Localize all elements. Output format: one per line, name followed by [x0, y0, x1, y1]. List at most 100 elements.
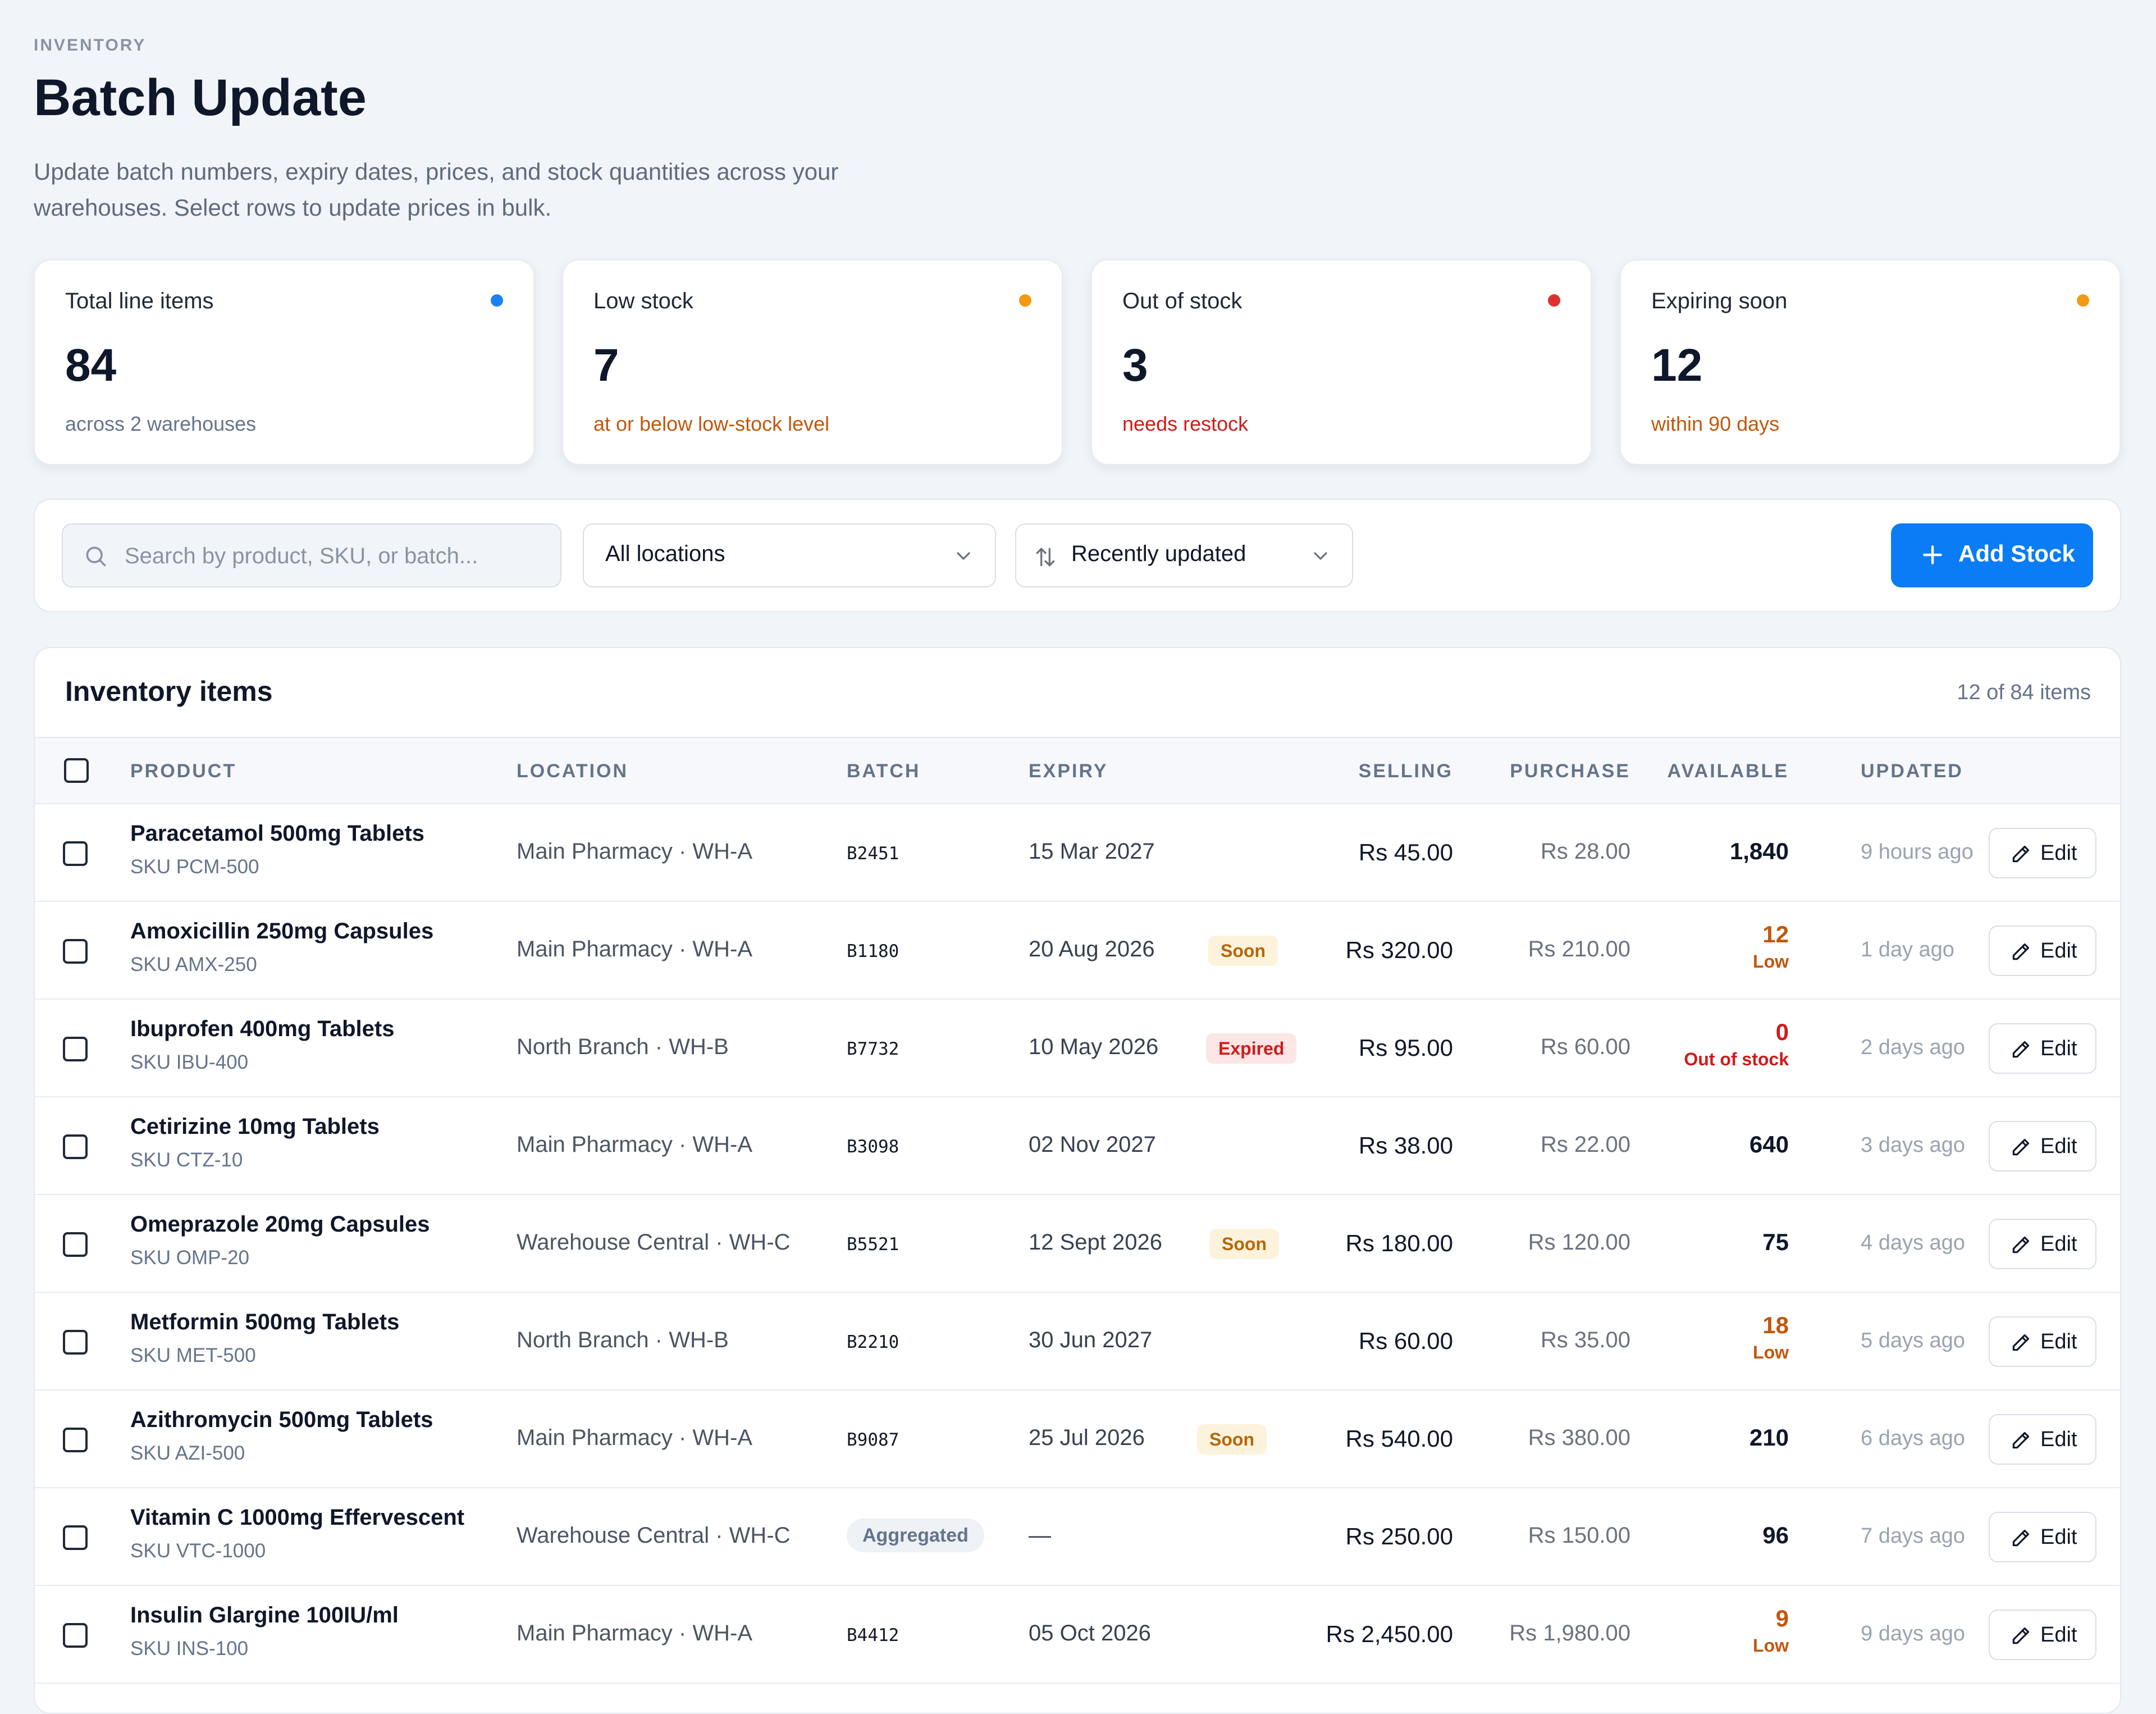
column-header-product[interactable]: PRODUCT — [130, 760, 237, 782]
edit-button[interactable]: Edit — [1989, 1414, 2096, 1465]
product-sku: SKU OMP-20 — [130, 1247, 249, 1269]
expiry-date: — — [1029, 1523, 1051, 1548]
stat-subtext: at or below low-stock level — [593, 412, 830, 435]
stock-status: Low — [1753, 951, 1789, 972]
product-sku: SKU AZI-500 — [130, 1442, 245, 1464]
row-checkbox[interactable] — [63, 1232, 88, 1257]
available-qty: 12 Low — [1753, 921, 1789, 972]
column-header-selling[interactable]: SELLING — [1358, 760, 1453, 782]
available-qty: 96 — [1762, 1522, 1789, 1549]
table-row[interactable]: Ibuprofen 400mg Tablets SKU IBU-400 Nort… — [35, 1000, 2120, 1097]
expiry-badge: Expired — [1206, 1033, 1297, 1064]
pencil-icon — [2010, 1625, 2031, 1649]
table-row[interactable]: Metformin 500mg Tablets SKU MET-500 Nort… — [35, 1293, 2120, 1391]
location: Main Pharmacy · WH-A — [517, 839, 753, 864]
status-dot — [491, 294, 503, 307]
column-header-available[interactable]: AVAILABLE — [1667, 760, 1789, 782]
available-number: 210 — [1749, 1424, 1789, 1451]
stat-card-low-stock: Low stock 7 at or below low-stock level — [562, 259, 1063, 465]
location-select[interactable]: All locations — [583, 523, 996, 587]
stock-status: Low — [1753, 1635, 1789, 1656]
location: Warehouse Central · WH-C — [517, 1230, 791, 1255]
updated-time: 1 day ago — [1861, 938, 1954, 961]
expiry-date: 30 Jun 2027 — [1029, 1328, 1153, 1352]
table-row[interactable]: Paracetamol 500mg Tablets SKU PCM-500 Ma… — [35, 804, 2120, 902]
available-qty: 75 — [1762, 1229, 1789, 1256]
search-box[interactable] — [62, 523, 561, 587]
sort-select[interactable]: Recently updated — [1015, 523, 1353, 587]
edit-button[interactable]: Edit — [1989, 1219, 2096, 1269]
edit-button[interactable]: Edit — [1989, 926, 2096, 976]
available-number: 9 — [1775, 1605, 1789, 1631]
sort-arrows-icon — [1033, 545, 1058, 572]
location: Warehouse Central · WH-C — [517, 1523, 791, 1548]
available-number: 18 — [1762, 1312, 1789, 1338]
add-stock-label: Add Stock — [1958, 540, 2075, 567]
column-header-purchase[interactable]: PURCHASE — [1510, 760, 1630, 782]
row-checkbox[interactable] — [63, 1623, 88, 1648]
pencil-icon — [2010, 844, 2031, 868]
row-checkbox[interactable] — [63, 1134, 88, 1159]
add-stock-button[interactable]: Add Stock — [1891, 523, 2093, 587]
edit-label: Edit — [2040, 841, 2077, 865]
column-header-updated[interactable]: UPDATED — [1861, 760, 1963, 782]
location: Main Pharmacy · WH-A — [517, 1621, 753, 1645]
sort-select-value: Recently updated — [1071, 541, 1246, 566]
batch-number: B1180 — [847, 941, 899, 961]
column-header-batch[interactable]: BATCH — [847, 760, 921, 782]
search-input[interactable] — [124, 525, 552, 587]
edit-button[interactable]: Edit — [1989, 1121, 2096, 1171]
edit-label: Edit — [2040, 1623, 2077, 1647]
product-name: Ibuprofen 400mg Tablets — [130, 1016, 395, 1041]
table-row[interactable]: Insulin Glargine 100IU/ml SKU INS-100 Ma… — [35, 1586, 2120, 1684]
product-sku: SKU PCM-500 — [130, 856, 259, 878]
location: North Branch · WH-B — [517, 1328, 729, 1352]
product-sku: SKU VTC-1000 — [130, 1540, 266, 1562]
column-header-expiry[interactable]: EXPIRY — [1029, 760, 1108, 782]
updated-time: 2 days ago — [1861, 1036, 1965, 1059]
purchase-price: Rs 22.00 — [1540, 1132, 1630, 1157]
row-checkbox[interactable] — [63, 1037, 88, 1061]
row-checkbox[interactable] — [63, 841, 88, 866]
row-checkbox[interactable] — [63, 939, 88, 964]
purchase-price: Rs 120.00 — [1528, 1230, 1630, 1255]
batch-number: B5521 — [847, 1234, 899, 1255]
updated-time: 9 days ago — [1861, 1622, 1965, 1645]
stat-subtext: needs restock — [1122, 412, 1249, 435]
column-header-location[interactable]: LOCATION — [517, 760, 629, 782]
available-qty: 640 — [1750, 1131, 1789, 1158]
purchase-price: Rs 35.00 — [1540, 1328, 1630, 1352]
product-sku: SKU AMX-250 — [130, 954, 257, 975]
batch-number: B4412 — [847, 1625, 899, 1645]
table-row[interactable]: Amoxicillin 250mg Capsules SKU AMX-250 M… — [35, 902, 2120, 1000]
select-all-checkbox[interactable] — [64, 758, 89, 783]
stock-status: Low — [1753, 1342, 1789, 1362]
batch-number: B2210 — [847, 1332, 899, 1352]
row-checkbox[interactable] — [63, 1525, 88, 1550]
stat-value: 3 — [1122, 340, 1148, 391]
available-qty: 0 Out of stock — [1684, 1019, 1789, 1070]
row-checkbox[interactable] — [63, 1428, 88, 1452]
expiry-date: 12 Sept 2026 — [1029, 1230, 1162, 1255]
table-row[interactable]: Omeprazole 20mg Capsules SKU OMP-20 Ware… — [35, 1195, 2120, 1293]
row-checkbox[interactable] — [63, 1330, 88, 1355]
batch-number: B2451 — [847, 844, 899, 864]
product-name: Insulin Glargine 100IU/ml — [130, 1603, 399, 1628]
purchase-price: Rs 380.00 — [1528, 1425, 1630, 1450]
product-sku: SKU IBU-400 — [130, 1051, 249, 1073]
edit-button[interactable]: Edit — [1989, 1610, 2096, 1660]
available-number: 1,840 — [1729, 838, 1789, 864]
edit-button[interactable]: Edit — [1989, 1316, 2096, 1367]
edit-button[interactable]: Edit — [1989, 1023, 2096, 1074]
edit-button[interactable]: Edit — [1989, 1512, 2096, 1562]
purchase-price: Rs 60.00 — [1540, 1034, 1630, 1059]
page-title: Batch Update — [34, 69, 367, 126]
chevron-down-icon — [952, 545, 975, 570]
table-row[interactable]: Cetirizine 10mg Tablets SKU CTZ-10 Main … — [35, 1097, 2120, 1195]
edit-button[interactable]: Edit — [1989, 828, 2096, 878]
table-row[interactable]: Vitamin C 1000mg Effervescent SKU VTC-10… — [35, 1488, 2120, 1586]
expiry-date: 05 Oct 2026 — [1029, 1621, 1151, 1645]
table-row[interactable]: Azithromycin 500mg Tablets SKU AZI-500 M… — [35, 1391, 2120, 1488]
location: Main Pharmacy · WH-A — [517, 1425, 753, 1450]
expiry-date: 10 May 2026 — [1029, 1034, 1159, 1059]
